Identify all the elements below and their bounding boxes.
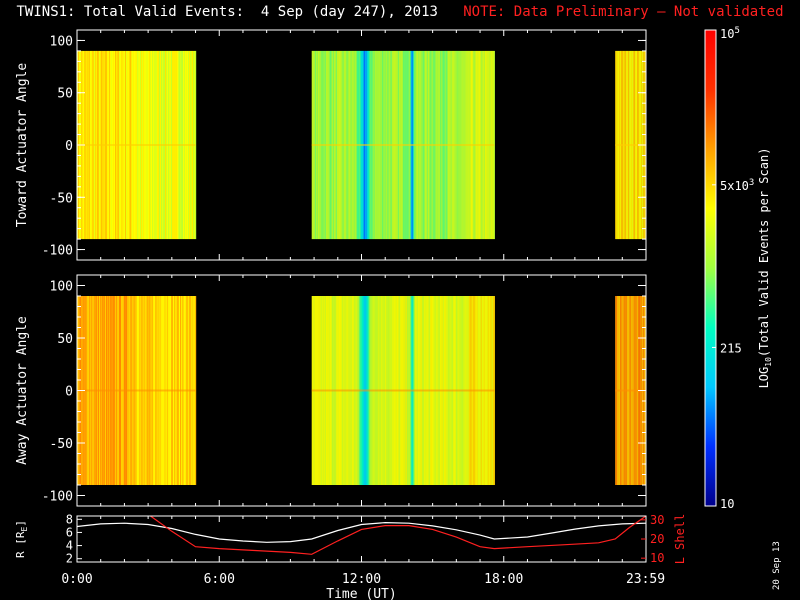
away-ytick-label: 100 bbox=[50, 280, 73, 295]
xtick-label: 23:59 bbox=[626, 572, 665, 587]
heatmap-zero-row bbox=[311, 144, 495, 146]
lshell-ylabel: L Shell bbox=[673, 514, 687, 565]
lshell-ytick-label: 10 bbox=[650, 551, 664, 565]
colorbar bbox=[704, 29, 717, 507]
series-line-lshell bbox=[150, 516, 646, 555]
away-ytick-label: -100 bbox=[42, 490, 73, 505]
heatmap-column bbox=[195, 296, 197, 485]
colorbar-tick-label: 10 bbox=[720, 497, 734, 511]
title-note: NOTE: Data Preliminary – Not validated bbox=[463, 4, 784, 20]
toward-ylabel: Toward Actuator Angle bbox=[15, 63, 30, 228]
colorbar-tick-label: 5x103 bbox=[720, 178, 754, 193]
toward-ytick-label: 50 bbox=[57, 87, 73, 102]
colorbar-label: LOG10(Total Valid Events per Scan) bbox=[757, 148, 773, 389]
heatmap-zero-row bbox=[311, 389, 495, 392]
title-main: TWINS1: Total Valid Events: 4 Sep (day 2… bbox=[16, 4, 438, 20]
lshell-ytick-label: 20 bbox=[650, 532, 664, 546]
heatmap-toward bbox=[77, 50, 646, 240]
heatmap-zero-row bbox=[77, 144, 196, 146]
away-ylabel: Away Actuator Angle bbox=[15, 316, 30, 465]
heatmap-away bbox=[77, 296, 646, 485]
xtick-label: 6:00 bbox=[204, 572, 235, 587]
toward-ytick-label: 0 bbox=[65, 139, 73, 154]
xtick-label: 12:00 bbox=[342, 572, 381, 587]
toward-ytick-label: -50 bbox=[50, 191, 73, 206]
xtick-label: 18:00 bbox=[484, 572, 523, 587]
panel-frame-bottom bbox=[76, 515, 647, 563]
r-ytick-label: 8 bbox=[66, 512, 73, 526]
lshell-ytick-label: 30 bbox=[650, 513, 664, 527]
date-stamp: 20 Sep 13 bbox=[772, 541, 782, 590]
heatmap-column bbox=[493, 50, 495, 240]
x-axis-label: Time (UT) bbox=[326, 587, 396, 600]
r-ytick-label: 6 bbox=[66, 525, 73, 539]
colorbar-tick-label: 105 bbox=[720, 26, 740, 41]
r-ytick-label: 4 bbox=[66, 539, 73, 553]
away-ytick-label: 0 bbox=[65, 385, 73, 400]
heatmap-zero-row bbox=[615, 144, 646, 146]
chart-title: TWINS1: Total Valid Events: 4 Sep (day 2… bbox=[0, 4, 800, 20]
heatmap-column bbox=[493, 296, 495, 485]
r-ytick-label: 2 bbox=[66, 552, 73, 566]
xtick-label: 0:00 bbox=[61, 572, 92, 587]
away-ytick-label: -50 bbox=[50, 437, 73, 452]
toward-ytick-label: 100 bbox=[50, 34, 73, 49]
r-ylabel: R [RE] bbox=[14, 520, 29, 558]
heatmap-zero-row bbox=[615, 389, 646, 392]
toward-ytick-label: -100 bbox=[42, 244, 73, 259]
heatmap-zero-row bbox=[77, 389, 196, 392]
colorbar-tick-label: 215 bbox=[720, 341, 742, 355]
series-line-r bbox=[77, 521, 646, 543]
heatmap-column bbox=[195, 50, 197, 240]
away-ytick-label: 50 bbox=[57, 332, 73, 347]
